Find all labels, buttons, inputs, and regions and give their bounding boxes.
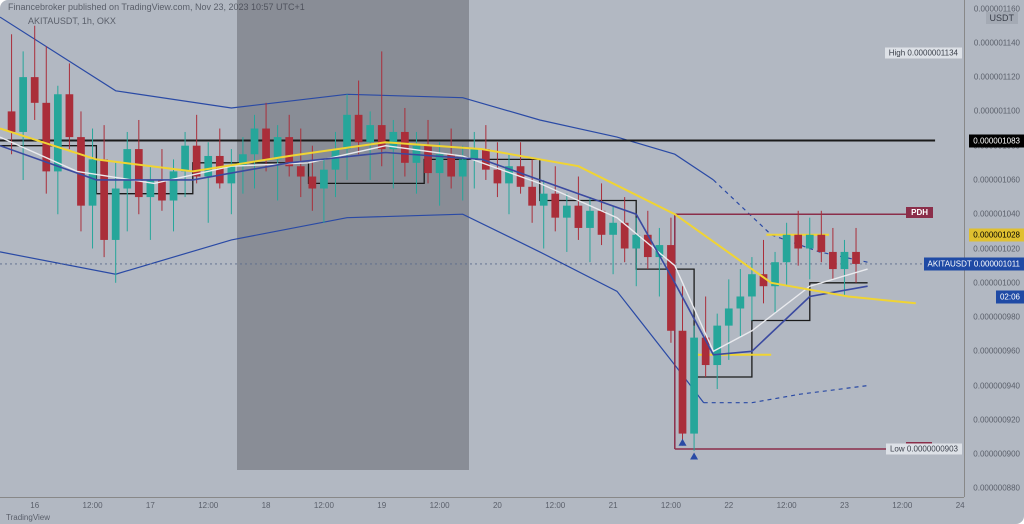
price-badge: AKITAUSDT 0.000001011 <box>924 257 1024 270</box>
x-tick: 21 <box>609 501 618 510</box>
x-tick: 12:00 <box>314 501 334 510</box>
x-tick: 12:00 <box>892 501 912 510</box>
x-tick: 24 <box>956 501 965 510</box>
y-tick: 0.000001100 <box>974 107 1020 116</box>
y-tick: 0.000000940 <box>973 381 1020 390</box>
x-tick: 20 <box>493 501 502 510</box>
y-tick: 0.000001040 <box>973 210 1020 219</box>
y-axis: USDT 0.000001160 0.000001140 0.000001120 0.… <box>964 0 1024 497</box>
x-tick: 12:00 <box>83 501 103 510</box>
y-tick: 0.000000900 <box>973 450 1020 459</box>
y-tick: 0.000000960 <box>973 347 1020 356</box>
y-tick: 0.000001020 <box>973 244 1020 253</box>
y-tick: 0.000001060 <box>973 175 1020 184</box>
y-tick: 0.000001120 <box>974 73 1020 82</box>
y-tick: 0.000000880 <box>973 484 1020 493</box>
x-tick: 12:00 <box>430 501 450 510</box>
x-tick: 16 <box>30 501 39 510</box>
y-tick: 0.000001140 <box>974 38 1020 47</box>
x-tick: 12:00 <box>661 501 681 510</box>
hilo-label: High 0.0000001134 <box>885 48 962 59</box>
x-tick: 23 <box>840 501 849 510</box>
chart-container: Financebroker published on TradingView.c… <box>0 0 1024 524</box>
chart-svg <box>0 0 964 497</box>
price-badge: 0.000001028 <box>969 228 1024 241</box>
price-badge: 0.000001083 <box>969 134 1024 147</box>
pd-badge: PDH <box>906 207 933 218</box>
y-tick: 0.000000980 <box>973 313 1020 322</box>
y-tick: 0.000001160 <box>974 4 1020 13</box>
y-axis-title: USDT <box>986 12 1019 24</box>
x-axis: 16 12:00 17 12:00 18 12:00 19 12:00 20 12:00 21 12:… <box>0 497 964 524</box>
x-tick: 18 <box>262 501 271 510</box>
x-tick: 12:00 <box>777 501 797 510</box>
x-tick: 17 <box>146 501 155 510</box>
plot-area[interactable]: PDHPDL <box>0 0 964 497</box>
x-tick: 12:00 <box>545 501 565 510</box>
x-tick: 12:00 <box>198 501 218 510</box>
x-tick: 19 <box>377 501 386 510</box>
y-tick: 0.000000920 <box>973 415 1020 424</box>
x-tick: 22 <box>724 501 733 510</box>
watermark: TradingView <box>6 513 50 522</box>
hilo-label: Low 0.0000000903 <box>886 444 962 455</box>
y-tick: 0.000001000 <box>973 278 1020 287</box>
price-badge: 02:06 <box>996 290 1024 303</box>
